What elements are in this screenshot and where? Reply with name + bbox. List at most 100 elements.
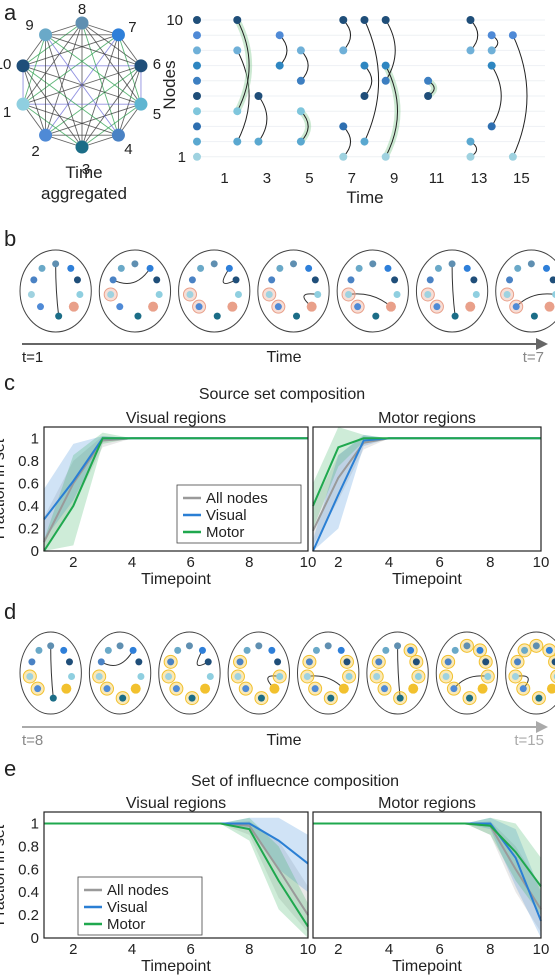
snapshot-node [103,685,111,693]
temporal-edge [236,19,250,112]
plot-frame [43,811,309,939]
temporal-node [339,152,348,161]
ring-node-label: 4 [124,141,132,158]
snapshot-node [68,672,76,680]
temporal-node [487,31,496,40]
snapshot-node [375,658,383,666]
snapshot-node [343,658,351,666]
snapshot-node [476,646,484,654]
snapshot-edge [397,645,401,699]
ring-edge [22,65,119,136]
panel-a: a 8 7 6 5 4 3 2 1 10 9 Time aggregated Nodes 10 1… [0,0,545,207]
snapshot-node [153,276,161,284]
legend-label: Motor [107,916,145,933]
snapshot-frame [158,631,221,715]
snapshot-node [60,646,68,654]
node-axis-marker [193,137,201,146]
snapshot-edge [222,268,237,284]
snapshot-node [535,694,543,702]
snapshot-node [27,290,35,298]
snapshot-node [503,290,511,298]
snapshot-frame [19,631,82,715]
ring-edge [45,103,142,136]
confidence-band [44,817,308,893]
snapshot-node [68,301,79,312]
ring-node-label: 5 [153,106,161,123]
source-snapshots [19,249,555,333]
snapshot-node [519,685,527,693]
snapshot-node [257,694,265,702]
snapshot-node [52,260,60,268]
panel-b-letter: b [4,226,16,251]
x-tick-label: 4 [128,554,136,571]
snapshot-node [312,646,320,654]
ring-node-label: 6 [153,56,161,73]
series-line [313,822,542,888]
temporal-node [466,46,475,55]
snapshot-node [463,264,471,272]
snapshot-node [174,646,182,654]
ring-edge [81,65,142,148]
temporal-node [360,61,369,70]
snapshot-node [197,264,205,272]
ring-edge [45,34,83,148]
temporal-node [339,16,348,24]
temporal-network [193,16,545,161]
temporal-node [466,137,475,146]
temporal-node [360,16,369,24]
node-axis-marker [193,76,201,85]
snapshot-node [95,672,103,680]
snapshot-node [303,672,311,680]
x-tick-label: 10 [300,941,317,958]
panel-c-letter: c [4,370,15,395]
time-tick-label: 5 [305,170,313,187]
snapshot-node [384,264,392,272]
snapshot-node [543,264,551,272]
snapshot-node [546,683,555,694]
temporal-node [487,46,496,55]
snapshot-node [234,672,242,680]
y-tick-label: 0.8 [18,453,39,470]
snapshot-node [382,646,390,654]
snapshot-node [225,264,233,272]
legend-label: Visual [107,899,148,916]
ring-edge [22,34,46,105]
y-tick-label: 0.6 [18,475,39,492]
snapshot-node [433,303,441,311]
plot-frame [43,426,309,552]
ring-node [134,59,148,73]
x-tick-label: 10 [300,554,317,571]
x-axis-label: Timepoint [141,571,211,588]
temporal-node [466,152,475,161]
snapshot-node [130,683,141,694]
timeline-end-label-d: t=15 [514,732,544,749]
snapshot-node [448,260,456,268]
ring-edge [22,103,83,148]
snapshot-frame [19,249,92,333]
snapshot-node [305,264,313,272]
snapshot-node [269,683,280,694]
snapshot-frame [435,631,499,715]
temporal-node [254,137,263,146]
temporal-node [233,16,242,24]
snapshot-node [97,658,105,666]
snapshot-edge [50,645,54,699]
x-tick-label: 8 [486,941,494,958]
y-axis-label: Fraction in set [0,824,8,925]
x-tick-label: 4 [385,941,393,958]
snapshot-node [268,276,276,284]
snapshot-node [274,658,282,666]
x-tick-label: 4 [385,554,393,571]
temporal-edge [385,19,396,82]
ring-edge [81,22,142,105]
snapshot-node [210,260,218,268]
panel-c: c Source set composition 2 4 6 8 10 0 0.2 0.4 0.… [0,370,549,588]
snapshot-node [372,312,380,320]
chart-title: Visual regions [126,410,226,427]
ring-node [134,97,148,111]
snapshot-node [155,290,163,298]
confidence-band [44,432,308,551]
snapshot-edge [55,263,60,317]
ring-node-label: 8 [78,1,86,18]
timeline-center-label-d: Time [267,732,302,749]
